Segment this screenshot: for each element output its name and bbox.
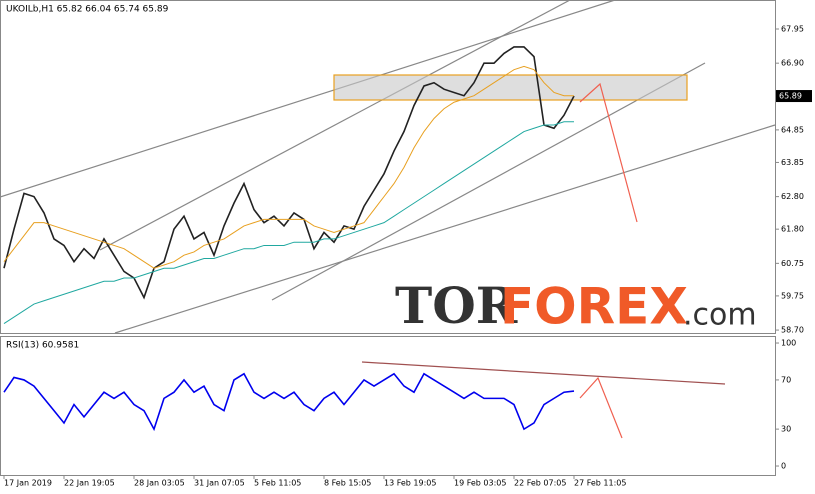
x-tick-label: 8 Feb 15:05 (324, 479, 371, 488)
chart-title: UKOILb,H1 65.82 66.04 65.74 65.89 (6, 5, 169, 15)
y-tick-label: 30 (781, 425, 791, 434)
x-tick-label: 27 Feb 11:05 (574, 479, 626, 488)
y-tick-label: 66.90 (781, 59, 804, 68)
last-price-label: 65.89 (779, 92, 802, 101)
rsi-title: RSI(13) 60.9581 (6, 341, 79, 351)
x-tick-label: 5 Feb 11:05 (254, 479, 301, 488)
rsi-frame (0, 336, 776, 476)
y-tick-label: 64.85 (781, 125, 804, 134)
rsi-trend-line (361, 361, 726, 385)
x-tick-label: 28 Jan 03:05 (134, 479, 185, 488)
trend-line (99, 0, 571, 251)
resistance-zone (333, 74, 688, 101)
last-price-box (776, 90, 812, 103)
main-frame (0, 0, 776, 334)
x-tick-label: 17 Jan 2019 (4, 479, 52, 488)
y-tick-label: 61.80 (781, 225, 804, 234)
watermark: FOREX (500, 278, 688, 336)
annotations (0, 0, 776, 439)
trend-line (0, 0, 616, 198)
series-line (3, 372, 575, 432)
y-tick-label: 100 (781, 339, 796, 348)
series-line (3, 65, 574, 269)
x-tick-label: 22 Jan 19:05 (64, 479, 115, 488)
x-tick-label: 31 Jan 07:05 (194, 479, 245, 488)
watermark: .com (683, 298, 757, 333)
watermark: TOR (395, 276, 518, 335)
x-tick-label: 22 Feb 07:05 (514, 479, 566, 488)
rsi-forecast-arrow (579, 376, 623, 439)
series-line (3, 121, 574, 324)
y-tick-label: 60.75 (781, 259, 804, 268)
forecast-arrow (579, 82, 638, 223)
y-tick-label: 63.85 (781, 158, 804, 167)
y-tick-label: 59.75 (781, 291, 804, 300)
y-tick-label: 0 (781, 462, 786, 471)
y-tick-label: 67.95 (781, 24, 804, 33)
x-tick-label: 19 Feb 03:05 (454, 479, 506, 488)
x-tick-label: 13 Feb 19:05 (384, 479, 436, 488)
y-tick-label: 62.80 (781, 192, 804, 201)
y-tick-label: 58.70 (781, 326, 804, 335)
trend-line (114, 124, 776, 334)
y-tick-label: 70 (781, 375, 791, 384)
